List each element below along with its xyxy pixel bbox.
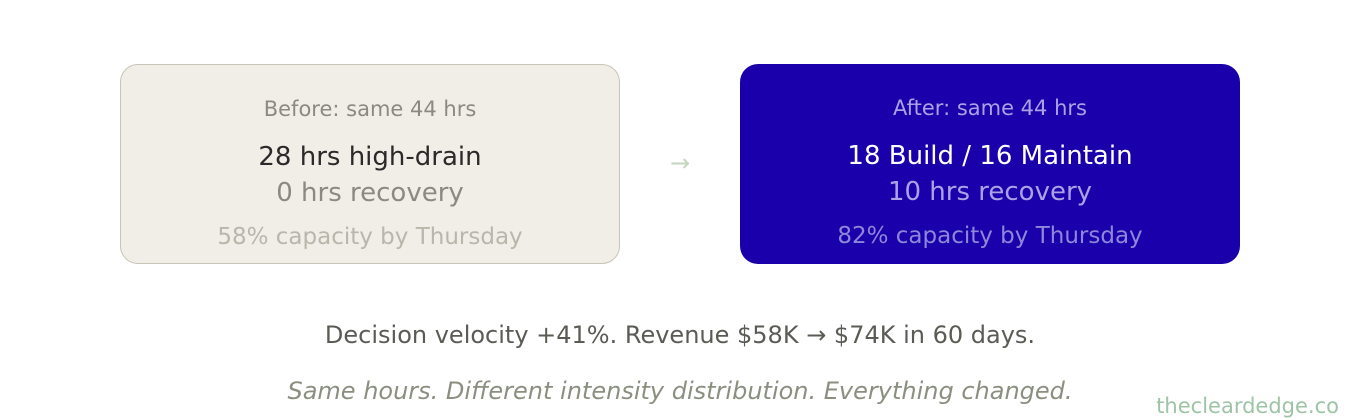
before-heading: Before: same 44 hrs [263,97,477,121]
brand-watermark: thecleardedge.co [1156,394,1339,418]
before-capacity: 58% capacity by Thursday [217,224,523,250]
before-high-drain-hours: 28 hrs high-drain [258,142,482,172]
tagline: Same hours. Different intensity distribu… [287,377,1073,405]
after-capacity: 82% capacity by Thursday [837,223,1143,249]
results-summary: Decision velocity +41%. Revenue $58K → $… [324,321,1036,349]
after-build-maintain-hours: 18 Build / 16 Maintain [847,141,1133,171]
after-recovery-hours: 10 hrs recovery [887,177,1093,207]
after-card: After: same 44 hrs 18 Build / 16 Maintai… [740,64,1240,264]
before-recovery-hours: 0 hrs recovery [276,178,464,208]
after-heading: After: same 44 hrs [893,96,1087,120]
arrow-right-icon: → [669,149,691,177]
before-card: Before: same 44 hrs 28 hrs high-drain 0 … [120,64,620,264]
